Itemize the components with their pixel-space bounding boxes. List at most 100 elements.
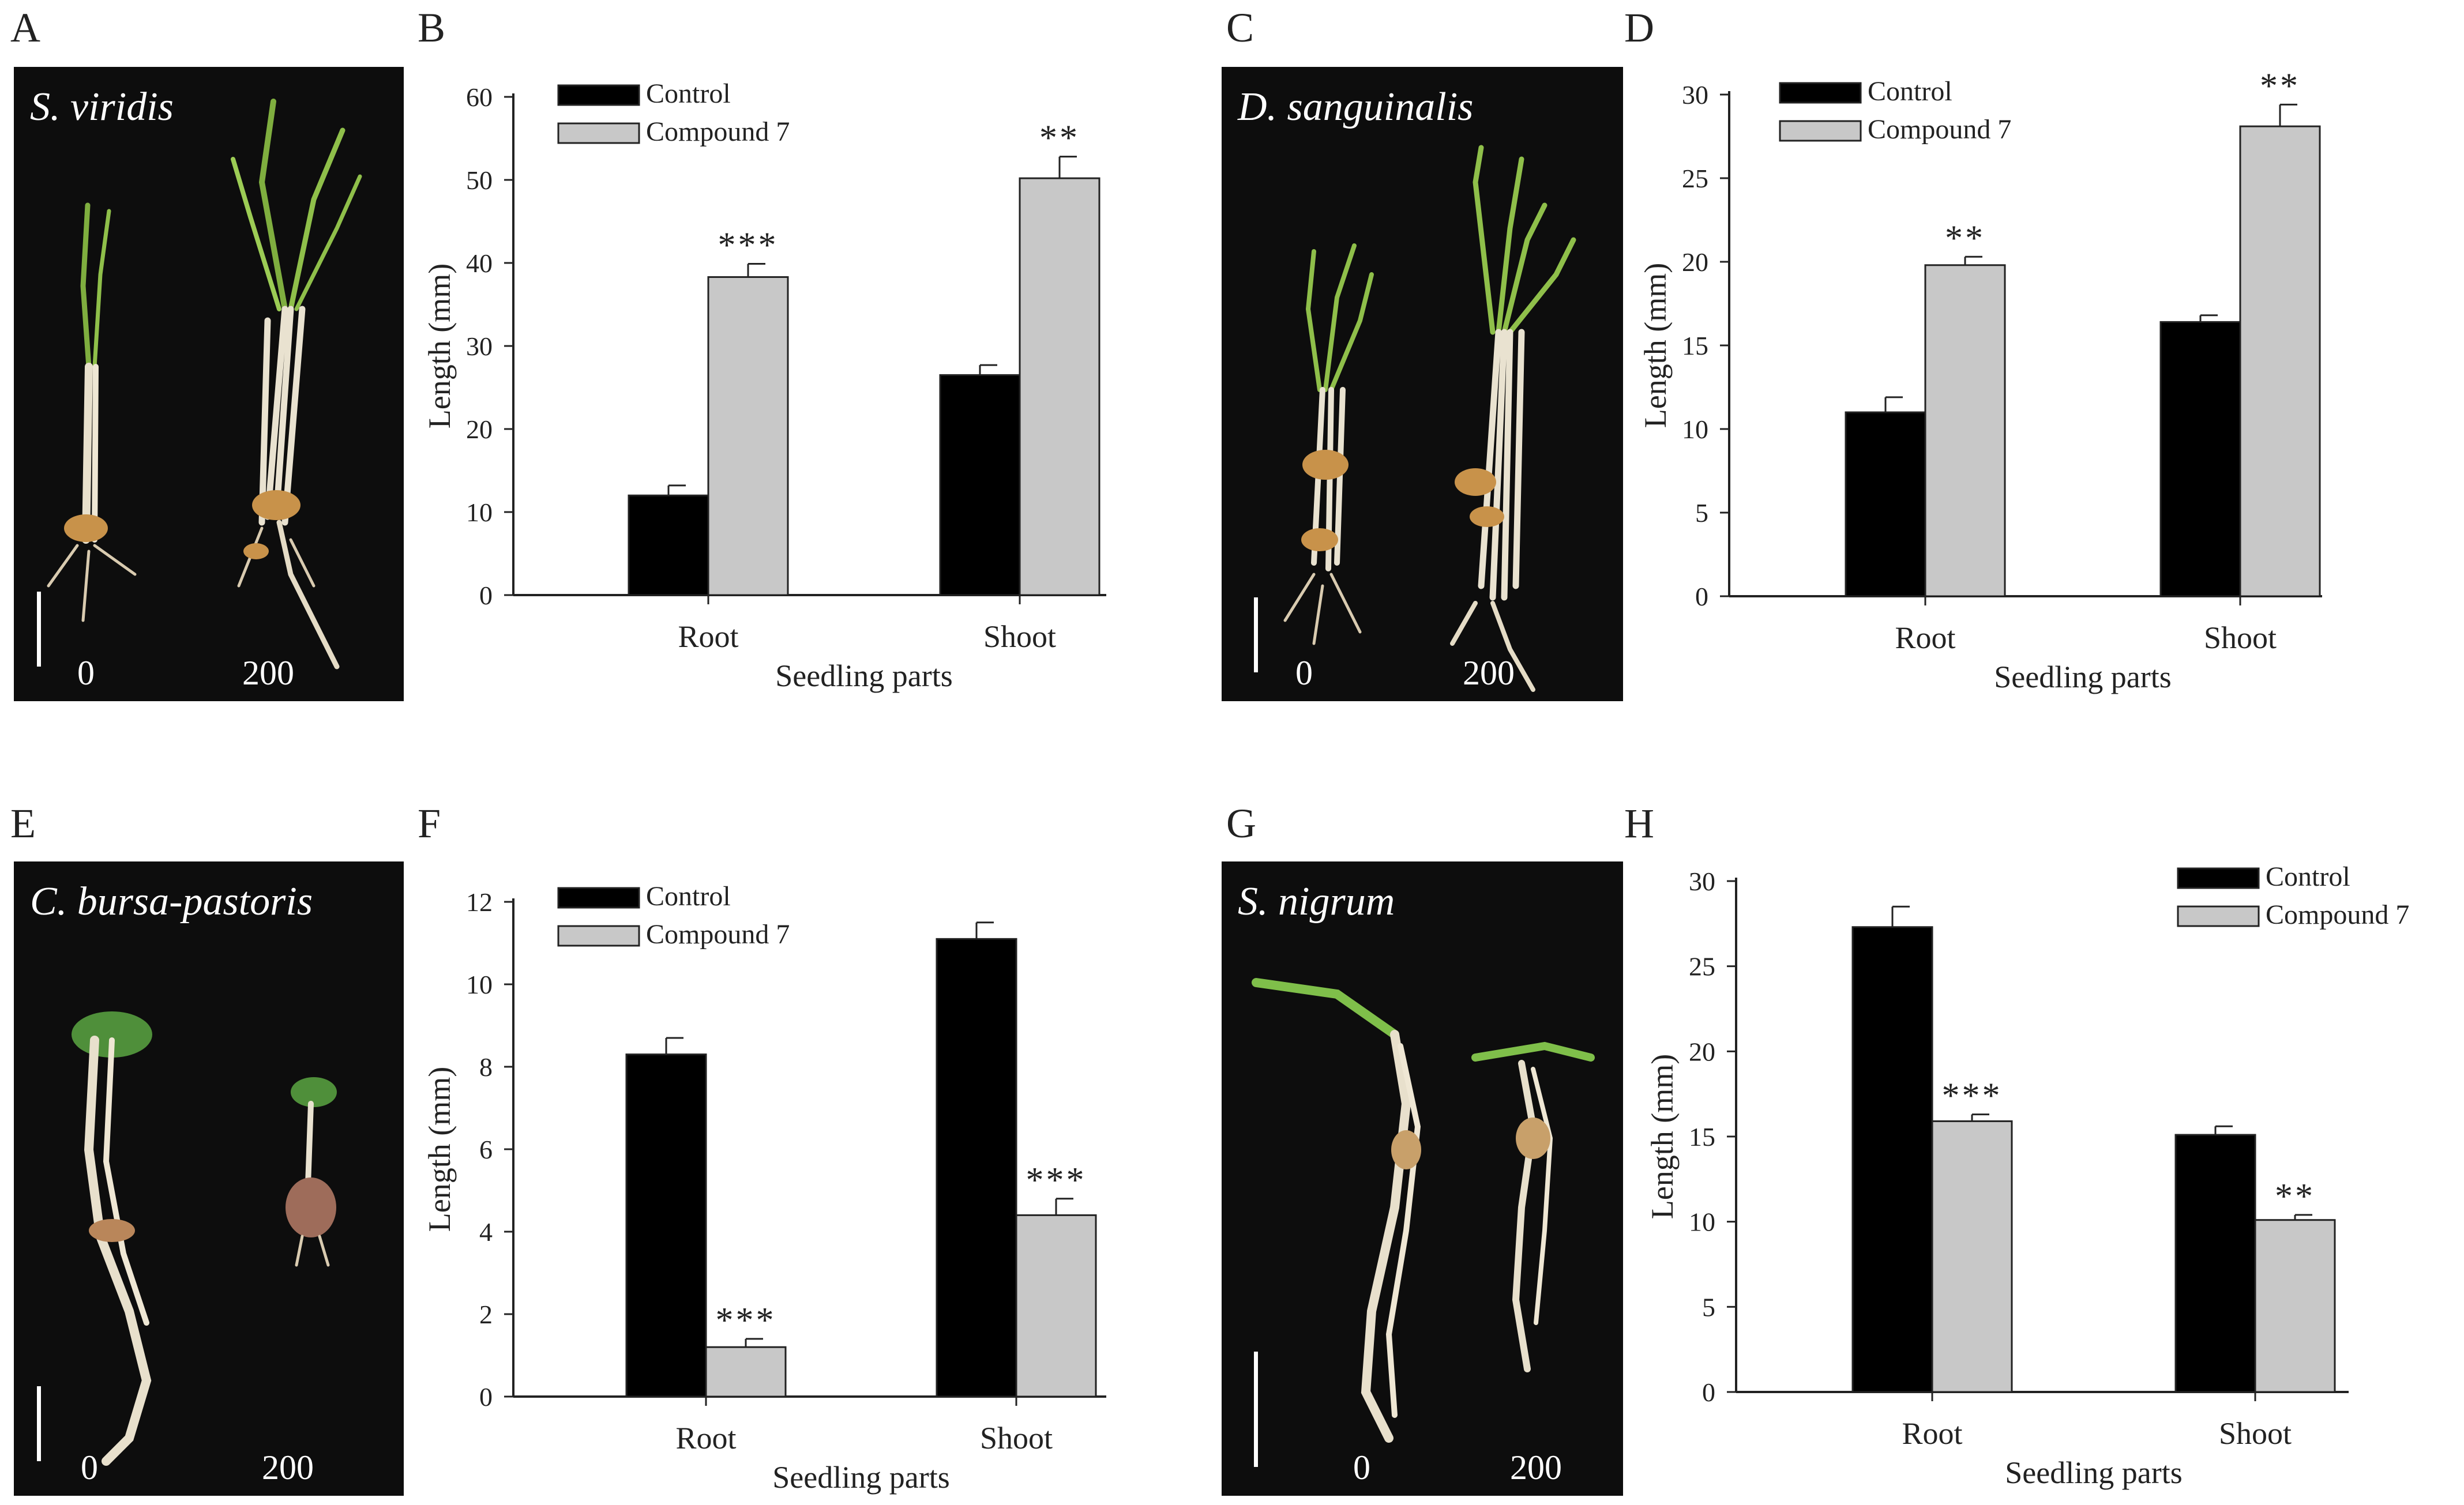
dose-label-treated: 200: [1510, 1448, 1562, 1487]
y-tick-label: 15: [1682, 331, 1708, 360]
scale-bar: [1254, 1352, 1258, 1467]
photo-s-nigrum: S. nigrum 0 200: [1222, 861, 1623, 1496]
x-axis-label: Seedling parts: [772, 1460, 949, 1495]
bar-shoot-compound: [2254, 1219, 2336, 1393]
y-tick-label: 30: [1689, 867, 1715, 896]
seedling-illustration: [72, 1011, 337, 1466]
bar-root-compound: [705, 1346, 787, 1398]
y-tick-label: 50: [466, 165, 493, 195]
legend-swatch-control: [557, 84, 640, 106]
species-label: S. nigrum: [1238, 879, 1395, 924]
y-tick-label: 60: [466, 82, 493, 112]
y-tick-label: 40: [466, 249, 493, 278]
legend-label-control: Control: [2266, 861, 2350, 892]
y-tick-label: 2: [479, 1300, 493, 1329]
bar-root-compound: [1924, 264, 2006, 597]
bar-root-control: [1845, 411, 1926, 597]
photo-d-sanguinalis: D. sanguinalis 0 200: [1222, 67, 1623, 701]
photo-c-bursa-pastoris: C. bursa-pastoris 0 200: [14, 861, 404, 1496]
scale-bar: [37, 1386, 41, 1461]
scale-bar: [37, 592, 41, 667]
legend-swatch-compound: [2177, 905, 2260, 927]
y-tick-label: 0: [1695, 582, 1708, 611]
bar-root-control: [1851, 926, 1933, 1393]
legend-label-compound: Compound 7: [646, 919, 790, 950]
bar-root-control: [628, 494, 709, 596]
legend-label-control: Control: [646, 881, 731, 912]
bar-shoot-compound: [1019, 177, 1100, 596]
dose-label-treated: 200: [262, 1448, 314, 1487]
y-tick-label: 30: [1682, 80, 1708, 110]
y-tick-label: 10: [1682, 415, 1708, 444]
seedling-illustration: [1283, 145, 1576, 692]
dose-label-control: 0: [1353, 1448, 1370, 1487]
legend-label-compound: Compound 7: [646, 116, 790, 147]
legend-swatch-compound: [1779, 120, 1862, 142]
x-axis-label: Seedling parts: [775, 659, 952, 693]
legend-swatch-compound: [557, 122, 640, 144]
significance-label: ***: [716, 1301, 776, 1340]
y-tick-label: 10: [1689, 1207, 1715, 1237]
y-tick-label: 5: [1695, 498, 1708, 528]
panel-letter-d: D: [1624, 5, 1654, 51]
significance-label: **: [2260, 66, 2300, 106]
x-tick-label: Root: [675, 1421, 736, 1455]
y-tick-label: 4: [479, 1217, 493, 1247]
legend-swatch-control: [1779, 82, 1862, 104]
x-tick-label: Shoot: [2219, 1416, 2292, 1451]
panel-letter-h: H: [1624, 800, 1654, 846]
dose-label-control: 0: [81, 1448, 98, 1487]
dose-label-treated: 200: [242, 654, 294, 692]
y-tick-label: 25: [1689, 952, 1715, 981]
x-tick-label: Shoot: [2204, 620, 2277, 655]
y-tick-label: 0: [479, 581, 493, 610]
bar-shoot-compound: [2239, 125, 2321, 597]
panel-letter-g: G: [1226, 800, 1256, 846]
significance-label: **: [1039, 119, 1080, 158]
y-axis-label: Length (mm): [422, 1067, 457, 1232]
y-tick-label: 8: [479, 1052, 493, 1082]
species-label: S. viridis: [30, 85, 174, 129]
x-axis-label: Seedling parts: [1994, 660, 2171, 694]
y-axis-label: Length (mm): [1645, 1054, 1680, 1219]
x-tick-label: Shoot: [980, 1421, 1053, 1455]
bar-shoot-control: [936, 938, 1017, 1398]
panel-letter-c: C: [1226, 5, 1254, 51]
y-tick-label: 20: [1689, 1037, 1715, 1066]
x-tick-label: Root: [1895, 620, 1955, 655]
panel-letter-b: B: [418, 5, 446, 51]
photo-s-viridis: S. viridis 0 200: [14, 67, 404, 701]
species-label: D. sanguinalis: [1238, 85, 1474, 129]
y-tick-label: 25: [1682, 164, 1708, 193]
y-tick-label: 6: [479, 1135, 493, 1164]
y-tick-label: 20: [466, 415, 493, 444]
y-tick-label: 20: [1682, 247, 1708, 277]
panel-letter-e: E: [10, 800, 36, 846]
legend-swatch-compound: [557, 925, 640, 947]
dose-label-control: 0: [77, 654, 95, 692]
y-tick-label: 10: [466, 970, 493, 999]
panel-letter-a: A: [10, 5, 40, 51]
legend-label-control: Control: [1868, 76, 1952, 107]
species-label: C. bursa-pastoris: [30, 879, 313, 924]
legend-swatch-control: [557, 887, 640, 909]
y-tick-label: 5: [1702, 1292, 1715, 1322]
legend-label-compound: Compound 7: [1868, 114, 2011, 145]
y-tick-label: 12: [466, 887, 493, 917]
bar-root-compound: [707, 276, 789, 596]
y-tick-label: 15: [1689, 1122, 1715, 1152]
y-tick-label: 0: [479, 1382, 493, 1412]
bar-shoot-control: [2174, 1134, 2256, 1393]
y-axis-label: Length (mm): [1638, 263, 1673, 428]
x-tick-label: Root: [678, 619, 738, 654]
x-axis-label: Seedling parts: [2005, 1455, 2182, 1490]
dose-label-control: 0: [1295, 654, 1313, 692]
x-tick-label: Root: [1902, 1416, 1962, 1451]
significance-label: ***: [718, 225, 779, 265]
seedling-illustration: [47, 99, 362, 669]
bar-root-control: [625, 1054, 707, 1398]
